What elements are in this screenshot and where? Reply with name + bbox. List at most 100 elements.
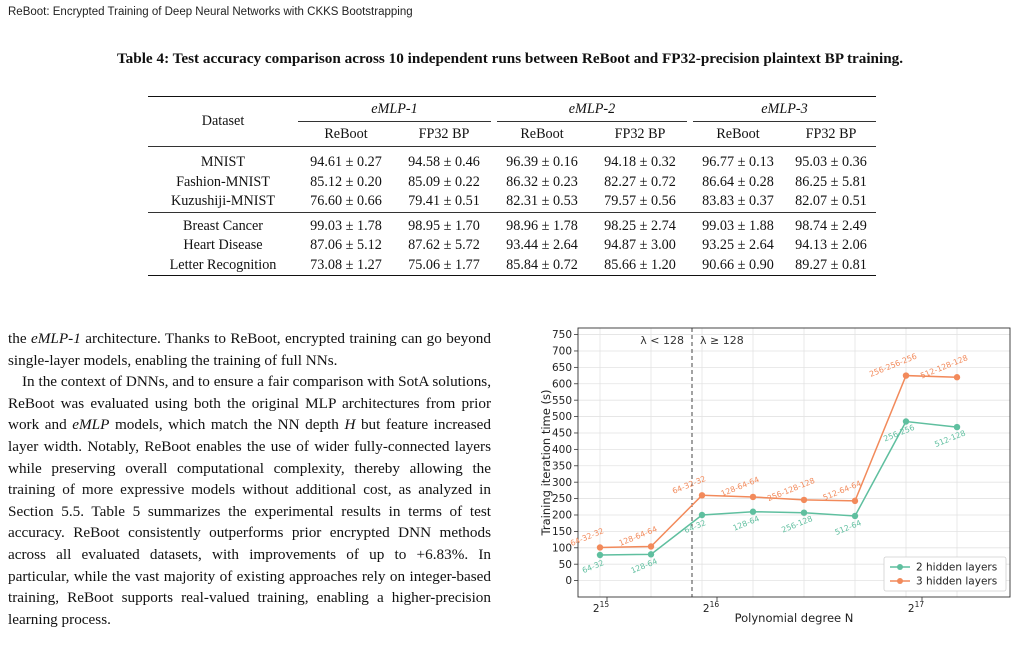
value-cell: 99.03 ± 1.78: [310, 217, 382, 234]
value-cell: 90.66 ± 0.90: [702, 256, 774, 273]
table-row: Letter Recognition 73.08 ± 1.27 75.06 ± …: [148, 256, 876, 276]
text-run: but feature increased layer width. Notab…: [8, 416, 491, 628]
y-tick-label: 0: [565, 575, 572, 587]
group-header: eMLP-2: [491, 97, 690, 122]
text-run: In the context of DNNs, and to ensure a …: [8, 373, 491, 434]
x-tick-label: 215: [593, 600, 609, 615]
running-header: ReBoot: Encrypted Training of Deep Neura…: [8, 6, 413, 18]
dataset-header: Dataset: [201, 113, 245, 129]
data-point: [953, 423, 961, 431]
value-cell: 94.13 ± 2.06: [795, 237, 867, 254]
y-tick-label: 500: [552, 411, 572, 423]
legend-label: 2 hidden layers: [916, 562, 997, 574]
data-point: [647, 543, 655, 550]
text-run-italic: H: [344, 416, 356, 434]
y-tick-label: 50: [559, 559, 572, 571]
value-cell: 75.06 ± 1.77: [408, 256, 480, 273]
data-point: [698, 492, 706, 499]
value-cell: 87.06 ± 5.12: [310, 237, 382, 254]
y-tick-label: 700: [552, 346, 572, 358]
value-cell: 87.62 ± 5.72: [408, 237, 480, 254]
value-cell: 94.58 ± 0.46: [408, 154, 480, 171]
value-cell: 86.25 ± 5.81: [795, 173, 867, 190]
value-cell: 79.57 ± 0.56: [604, 193, 676, 210]
y-tick-label: 550: [552, 395, 572, 407]
value-cell: 98.95 ± 1.70: [408, 217, 480, 234]
data-point: [596, 544, 604, 551]
y-tick-label: 300: [552, 477, 572, 489]
value-cell: 73.08 ± 1.27: [310, 256, 382, 273]
x-axis-label: Polynomial degree N: [735, 611, 854, 625]
value-cell: 85.66 ± 1.20: [604, 256, 676, 273]
value-cell: 76.60 ± 0.66: [310, 193, 382, 210]
results-table: Dataset eMLP-1 eMLP-2 eMLP-3 ReBoot FP32…: [148, 96, 876, 276]
value-cell: 89.27 ± 0.81: [795, 256, 867, 273]
value-cell: 96.39 ± 0.16: [506, 154, 578, 171]
y-tick-label: 450: [552, 428, 572, 440]
data-point: [902, 372, 910, 379]
data-point: [902, 418, 910, 425]
y-tick-label: 250: [552, 493, 572, 505]
data-point: [800, 496, 808, 504]
dataset-cell: Fashion-MNIST: [176, 173, 270, 190]
region-label: λ ≥ 128: [700, 334, 744, 347]
value-cell: 82.31 ± 0.53: [506, 193, 578, 210]
value-cell: 82.07 ± 0.51: [795, 193, 867, 210]
table-row: Kuzushiji-MNIST 76.60 ± 0.66 79.41 ± 0.5…: [148, 192, 876, 212]
data-point: [596, 551, 604, 559]
text-run-italic: eMLP: [72, 416, 110, 434]
y-tick-label: 650: [552, 362, 572, 374]
y-tick-label: 100: [552, 542, 572, 554]
dataset-cell: Heart Disease: [183, 237, 263, 254]
x-tick-label: 217: [908, 600, 924, 615]
region-label: λ < 128: [640, 334, 684, 347]
table-caption: Table 4: Test accuracy comparison across…: [116, 50, 904, 67]
y-tick-label: 150: [552, 526, 572, 538]
value-cell: 99.03 ± 1.88: [702, 217, 774, 234]
data-point: [851, 512, 859, 520]
value-cell: 83.83 ± 0.37: [702, 193, 774, 210]
value-cell: 94.61 ± 0.27: [310, 154, 382, 171]
y-tick-label: 400: [552, 444, 572, 456]
paragraph: In the context of DNNs, and to ensure a …: [8, 371, 491, 630]
value-cell: 94.87 ± 3.00: [604, 237, 676, 254]
value-cell: 98.74 ± 2.49: [795, 217, 867, 234]
value-cell: 93.25 ± 2.64: [702, 237, 774, 254]
data-point: [749, 508, 757, 515]
y-tick-label: 750: [552, 329, 572, 341]
value-cell: 96.77 ± 0.13: [702, 154, 774, 171]
text-run: the: [8, 330, 32, 347]
data-point: [800, 509, 808, 516]
text-run-italic: eMLP-1: [31, 330, 81, 347]
table-row: MNIST 94.61 ± 0.27 94.58 ± 0.46 96.39 ± …: [148, 153, 876, 173]
column-header: FP32 BP: [614, 125, 666, 142]
x-tick-label: 216: [703, 600, 719, 615]
value-cell: 93.44 ± 2.64: [506, 237, 578, 254]
column-header: ReBoot: [716, 125, 760, 142]
value-cell: 98.25 ± 2.74: [604, 217, 676, 234]
value-cell: 85.84 ± 0.72: [506, 256, 578, 273]
plot-frame: [577, 327, 1011, 598]
value-cell: 85.12 ± 0.20: [310, 173, 382, 190]
value-cell: 98.96 ± 1.78: [506, 217, 578, 234]
data-point: [851, 497, 859, 505]
text-run: architecture. Thanks to ReBoot, encrypte…: [8, 330, 491, 369]
legend-box: [883, 556, 1007, 592]
dataset-cell: Breast Cancer: [183, 217, 263, 234]
legend-label: 3 hidden layers: [916, 576, 997, 588]
table-row: Fashion-MNIST 85.12 ± 0.20 85.09 ± 0.22 …: [148, 173, 876, 193]
data-point: [698, 511, 706, 519]
y-tick-label: 350: [552, 460, 572, 472]
paragraph: the eMLP-1 architecture. Thanks to ReBoo…: [8, 328, 491, 371]
data-point: [647, 551, 655, 558]
column-header: ReBoot: [520, 125, 564, 142]
dataset-cell: Letter Recognition: [169, 256, 277, 273]
data-point: [953, 374, 961, 381]
column-header: FP32 BP: [805, 125, 857, 142]
table-row: Breast Cancer 99.03 ± 1.78 98.95 ± 1.70 …: [148, 217, 876, 237]
column-header: FP32 BP: [418, 125, 470, 142]
value-cell: 82.27 ± 0.72: [604, 173, 676, 190]
series-line: [599, 374, 958, 549]
table-row: Heart Disease 87.06 ± 5.12 87.62 ± 5.72 …: [148, 236, 876, 256]
y-axis-label: Training iteration time (s): [539, 390, 553, 537]
